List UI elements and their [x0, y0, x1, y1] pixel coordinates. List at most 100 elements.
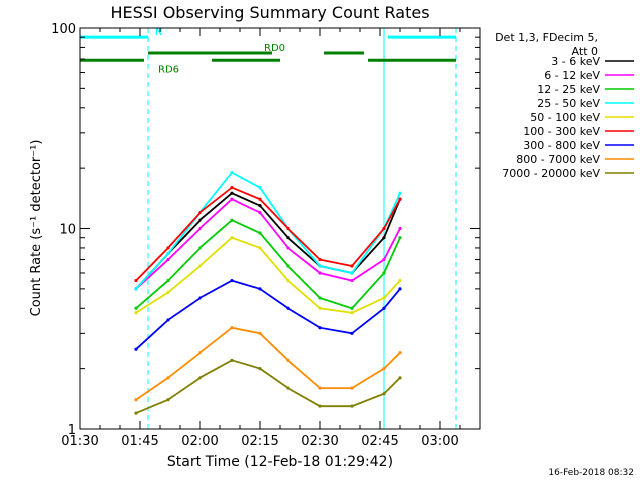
- series-line-8: [135, 359, 401, 414]
- legend-label-1: 6 - 12 keV: [544, 69, 600, 82]
- data-point-6-0: [134, 347, 138, 351]
- data-point-8-8: [382, 392, 386, 396]
- chart-title: HESSI Observing Summary Count Rates: [110, 3, 429, 22]
- data-point-7-2: [198, 351, 202, 355]
- data-point-5-1: [166, 246, 170, 250]
- data-point-8-7: [350, 404, 354, 408]
- data-point-3-4: [258, 185, 262, 190]
- y-axis: 1 10 100: [51, 22, 480, 438]
- data-point-6-7: [350, 331, 354, 335]
- data-point-6-2: [198, 296, 202, 300]
- data-point-1-9: [398, 226, 402, 231]
- data-point-2-3: [230, 218, 234, 222]
- data-point-5-4: [258, 197, 262, 201]
- data-point-7-3: [230, 326, 234, 330]
- data-point-5-6: [318, 257, 322, 262]
- x-tick-label-1: 01:45: [121, 434, 158, 449]
- legend-title-line-0: Det 1,3, FDecim 5,: [495, 31, 598, 44]
- data-point-0-4: [258, 204, 262, 208]
- data-point-3-1: [166, 251, 170, 256]
- data-point-1-3: [230, 197, 234, 201]
- series-line-7: [135, 326, 401, 401]
- data-point-7-0: [134, 398, 138, 402]
- data-point-4-8: [382, 296, 386, 300]
- series-line-2: [135, 219, 401, 310]
- data-point-8-0: [134, 411, 138, 415]
- data-point-6-5: [286, 306, 290, 310]
- data-point-7-6: [318, 386, 322, 390]
- data-point-1-8: [382, 257, 386, 262]
- data-point-6-1: [166, 318, 170, 322]
- data-point-2-1: [166, 278, 170, 283]
- x-tick-label-6: 03:00: [421, 434, 458, 449]
- data-point-4-2: [198, 264, 202, 268]
- data-point-6-8: [382, 306, 386, 310]
- data-point-6-6: [318, 326, 322, 330]
- data-point-1-2: [198, 226, 202, 231]
- x-tick-label-5: 02:45: [361, 434, 398, 449]
- series-line-4: [135, 236, 401, 314]
- data-point-4-1: [166, 290, 170, 295]
- data-point-3-7: [350, 271, 354, 275]
- data-point-1-5: [286, 246, 290, 250]
- data-point-1-6: [318, 271, 322, 275]
- y-tick-label-1: 10: [59, 223, 76, 238]
- data-point-8-4: [258, 367, 262, 371]
- y-tick-label-2: 100: [51, 22, 76, 37]
- flags-layer: N RD0 RD6: [80, 27, 456, 75]
- legend-title-line-1: Att 0: [572, 45, 598, 58]
- x-tick-label-3: 02:15: [241, 434, 278, 449]
- x-tick-label-4: 02:30: [301, 434, 338, 449]
- legend-label-3: 25 - 50 keV: [537, 97, 600, 110]
- data-point-8-1: [166, 398, 170, 402]
- data-point-3-9: [398, 191, 402, 195]
- data-point-4-4: [258, 246, 262, 250]
- y-axis-label: Count Rate (s⁻¹ detector⁻¹): [29, 140, 44, 317]
- data-point-6-4: [258, 287, 262, 291]
- data-point-7-9: [398, 351, 402, 355]
- legend-label-5: 100 - 300 keV: [523, 125, 600, 138]
- data-point-1-4: [258, 211, 262, 215]
- data-point-4-9: [398, 278, 402, 283]
- x-axis-label: Start Time (12-Feb-18 01:29:42): [167, 454, 393, 470]
- data-point-3-0: [134, 287, 138, 291]
- data-point-1-1: [166, 257, 170, 262]
- flag-label-2: RD6: [158, 64, 179, 75]
- timestamp: 16-Feb-2018 08:32: [548, 468, 634, 478]
- data-point-2-4: [258, 231, 262, 235]
- series-line-0: [135, 192, 401, 290]
- legend-label-2: 12 - 25 keV: [537, 83, 600, 96]
- data-point-2-6: [318, 296, 322, 300]
- data-point-4-0: [134, 311, 138, 315]
- legend-label-7: 800 - 7000 keV: [516, 153, 600, 166]
- data-point-0-8: [382, 236, 386, 240]
- legend-label-8: 7000 - 20000 keV: [502, 167, 600, 180]
- data-point-5-7: [350, 264, 354, 268]
- data-point-4-6: [318, 306, 322, 310]
- data-point-5-8: [382, 226, 386, 231]
- series-line-6: [135, 279, 401, 350]
- x-tick-label-2: 02:00: [181, 434, 218, 449]
- data-point-8-3: [230, 358, 234, 362]
- data-point-8-6: [318, 404, 322, 408]
- data-point-7-4: [258, 331, 262, 335]
- data-point-1-7: [350, 278, 354, 283]
- y-tick-label-0: 1: [68, 423, 76, 438]
- data-point-3-6: [318, 264, 322, 268]
- data-point-2-2: [198, 246, 202, 250]
- data-point-2-7: [350, 306, 354, 310]
- data-point-5-3: [230, 185, 234, 190]
- data-point-0-2: [198, 218, 202, 222]
- series-line-3: [135, 171, 401, 290]
- data-point-3-3: [230, 171, 234, 175]
- data-point-8-2: [198, 376, 202, 380]
- series-line-5: [135, 186, 401, 282]
- data-point-4-7: [350, 311, 354, 315]
- data-point-8-9: [398, 376, 402, 380]
- data-point-2-5: [286, 264, 290, 268]
- data-point-7-7: [350, 386, 354, 390]
- data-point-6-3: [230, 278, 234, 283]
- data-point-0-3: [230, 191, 234, 195]
